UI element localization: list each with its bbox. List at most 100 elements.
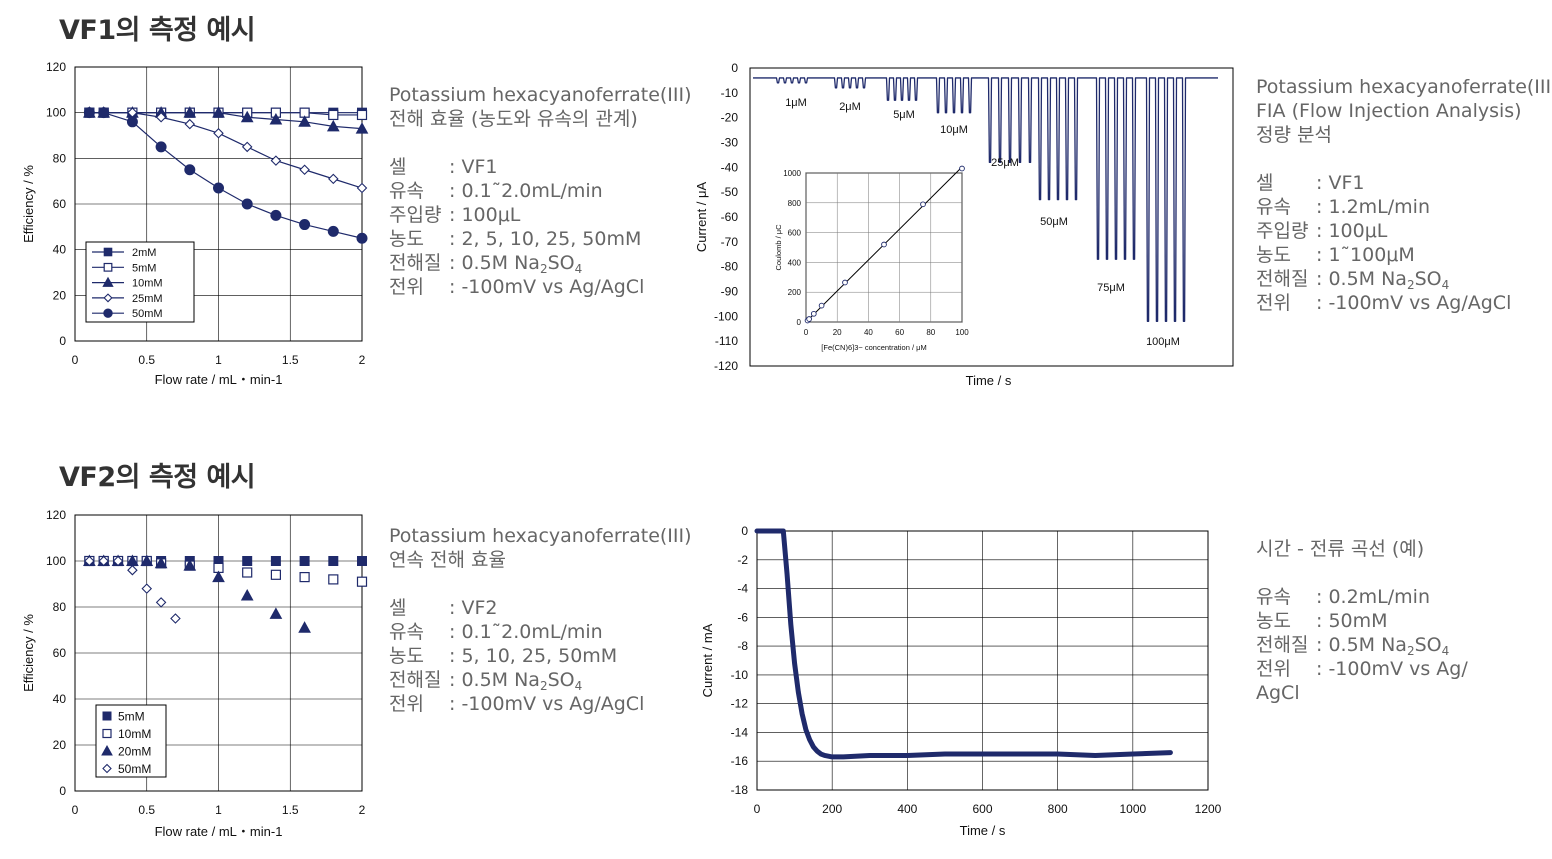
inset-point — [806, 316, 812, 322]
description-tail: AgCl — [1256, 682, 1300, 704]
inset-y-tick: 600 — [788, 229, 802, 238]
description-key: 주입량 — [1256, 220, 1309, 242]
x-tick-label: 1 — [215, 353, 222, 367]
legend-marker — [101, 744, 113, 756]
data-point — [241, 198, 253, 210]
legend-label: 50mM — [132, 308, 163, 320]
section-title-vf2-rest: 의 측정 예시 — [115, 462, 256, 493]
y-tick-label: -10 — [731, 668, 749, 682]
vf1-efficiency-description: Potassium hexacyanoferrate(III) 전해 효율 (농도… — [389, 83, 692, 299]
section-title-vf2: VF2의 측정 예시 — [59, 455, 256, 494]
description-row: 전위 : -100mV vs Ag/AgCl — [389, 692, 692, 716]
x-tick-label: 1 — [215, 803, 222, 817]
y-tick-label: 80 — [53, 600, 67, 614]
inset-y-tick: 1000 — [783, 169, 801, 178]
y-tick-label: 60 — [53, 197, 67, 211]
description-heading-line: 전해 효율 (농도와 유속의 관계) — [389, 108, 638, 130]
y-tick-label: 0 — [59, 784, 66, 798]
y-tick-label: -40 — [721, 160, 739, 174]
inset-y-label: Coulomb / μC — [774, 224, 783, 271]
data-point — [328, 556, 339, 566]
legend-label: 10mM — [118, 727, 151, 741]
x-tick-label: 2 — [359, 803, 366, 817]
y-tick-label: 40 — [53, 692, 67, 706]
description-heading-line: FIA (Flow Injection Analysis) — [1256, 100, 1522, 122]
inset-x-tick: 40 — [864, 328, 873, 337]
x-tick-label: 800 — [1048, 802, 1068, 816]
description-row: 유속: 0.1˜2.0mL/min — [389, 179, 692, 203]
description-value: : 50mM — [1316, 610, 1388, 632]
y-tick-label: -70 — [721, 235, 739, 249]
data-point — [83, 107, 95, 119]
description-key: 전위 — [1256, 658, 1291, 680]
description-row: 셀: VF1 — [389, 155, 692, 179]
description-row: 셀 : VF2 — [389, 596, 692, 620]
description-value: : VF1 — [449, 156, 498, 178]
description-key: 셀 — [1256, 172, 1274, 194]
description-heading-line: 연속 전해 효율 — [389, 549, 506, 571]
y-tick-label: -120 — [714, 359, 738, 373]
description-heading-line: 시간 - 전류 곡선 (예) — [1256, 538, 1425, 560]
section-title-vf2-bold: VF2 — [59, 462, 116, 493]
description-value: : 0.5M Na2SO4 — [1316, 268, 1450, 292]
description-key: 주입량 — [389, 204, 442, 226]
description-value: : 100μL — [1316, 220, 1388, 242]
description-row: 전위: -100mV vs Ag/AgCl — [389, 275, 692, 299]
description-row: 농도: 2, 5, 10, 25, 50mM — [389, 227, 692, 251]
data-point — [112, 555, 124, 567]
data-point — [356, 232, 368, 244]
description-heading-line: 정량 분석 — [1256, 124, 1332, 146]
section-title-vf1: VF1의 측정 예시 — [59, 8, 256, 47]
description-key: 유속 — [1256, 196, 1291, 218]
legend-label: 5mM — [118, 710, 145, 724]
current-trace — [754, 528, 1173, 760]
y-tick-label: -18 — [731, 783, 749, 797]
inset-x-tick: 60 — [895, 328, 904, 337]
description-value: : -100mV vs Ag/AgCl — [449, 693, 645, 715]
data-point — [327, 225, 339, 237]
description-row: 전위: -100mV vs Ag/ — [1256, 657, 1468, 681]
inset-y-tick: 0 — [797, 318, 802, 327]
inset-y-tick: 800 — [788, 199, 802, 208]
y-tick-label: 20 — [53, 738, 67, 752]
description-key: 전해질 — [389, 669, 442, 691]
y-tick-label: 120 — [46, 508, 66, 522]
data-point — [84, 555, 95, 567]
peak-label: 1μM — [785, 97, 807, 109]
data-point — [184, 164, 196, 176]
description-key: 셀 — [389, 597, 407, 619]
y-tick-label: -100 — [714, 309, 738, 323]
description-value: : VF1 — [1316, 172, 1365, 194]
data-point — [155, 141, 167, 153]
legend-marker — [103, 308, 113, 318]
section-title-vf1-bold: VF1 — [59, 15, 116, 46]
description-value: : VF2 — [449, 597, 498, 619]
description-value: : 1.2mL/min — [1316, 196, 1430, 218]
inset-point — [959, 165, 965, 172]
data-point — [98, 555, 109, 567]
description-key: 전해질 — [1256, 634, 1309, 656]
vf1-fia-description: Potassium hexacyanoferrate(III) FIA (Flow… — [1256, 75, 1552, 315]
data-point — [328, 173, 339, 185]
description-value: : 5, 10, 25, 50mM — [449, 645, 618, 667]
x-tick-label: 400 — [897, 802, 917, 816]
inset-frame — [805, 172, 963, 323]
description-heading-line: Potassium hexacyanoferrate(III) — [389, 525, 692, 547]
description-key: 전위 — [389, 693, 424, 715]
description-value: : 2, 5, 10, 25, 50mM — [449, 228, 642, 250]
description-key: 유속 — [1256, 586, 1291, 608]
y-tick-label: -4 — [737, 582, 748, 596]
description-row: 농도: 50mM — [1256, 609, 1468, 633]
y-axis-label: Efficiency / % — [21, 614, 36, 692]
y-tick-label: -20 — [721, 111, 739, 125]
x-tick-label: 1000 — [1119, 802, 1146, 816]
y-tick-label: -90 — [721, 285, 739, 299]
description-value: : 0.2mL/min — [1316, 586, 1430, 608]
description-value: : 0.5M Na2SO4 — [449, 252, 583, 276]
data-point — [212, 106, 225, 118]
description-value: : -100mV vs Ag/AgCl — [449, 276, 645, 298]
data-point — [328, 109, 339, 121]
